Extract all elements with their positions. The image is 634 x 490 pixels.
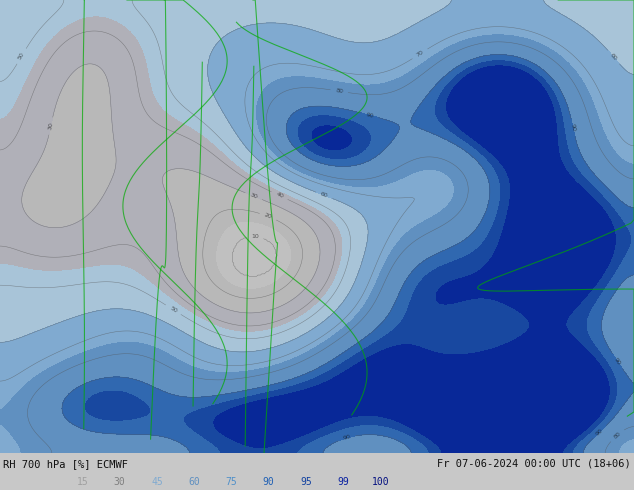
Text: 30: 30: [48, 122, 54, 130]
Text: 80: 80: [612, 431, 622, 440]
Text: 45: 45: [151, 477, 163, 487]
Text: 40: 40: [275, 192, 284, 199]
Text: RH 700 hPa [%] ECMWF: RH 700 hPa [%] ECMWF: [3, 459, 128, 469]
Text: 60: 60: [609, 52, 618, 62]
Text: 60: 60: [320, 192, 328, 199]
Text: 90: 90: [342, 435, 351, 441]
Text: 20: 20: [264, 213, 273, 220]
Text: 90: 90: [365, 112, 374, 119]
Text: 95: 95: [300, 477, 312, 487]
Text: 15: 15: [77, 477, 88, 487]
Text: 10: 10: [252, 234, 259, 239]
Text: 90: 90: [595, 427, 604, 437]
Text: 90: 90: [613, 357, 622, 366]
Text: 90: 90: [262, 477, 275, 487]
Text: 30: 30: [249, 193, 258, 200]
Text: 75: 75: [226, 477, 237, 487]
Text: 50: 50: [169, 306, 178, 314]
Text: 60: 60: [188, 477, 200, 487]
Text: 100: 100: [372, 477, 389, 487]
Text: 80: 80: [335, 88, 344, 94]
Text: 70: 70: [415, 49, 425, 58]
Text: 99: 99: [337, 477, 349, 487]
Text: 30: 30: [113, 477, 126, 487]
Text: 90: 90: [570, 123, 576, 132]
Text: 50: 50: [18, 51, 26, 61]
Text: Fr 07-06-2024 00:00 UTC (18+06): Fr 07-06-2024 00:00 UTC (18+06): [437, 459, 631, 469]
